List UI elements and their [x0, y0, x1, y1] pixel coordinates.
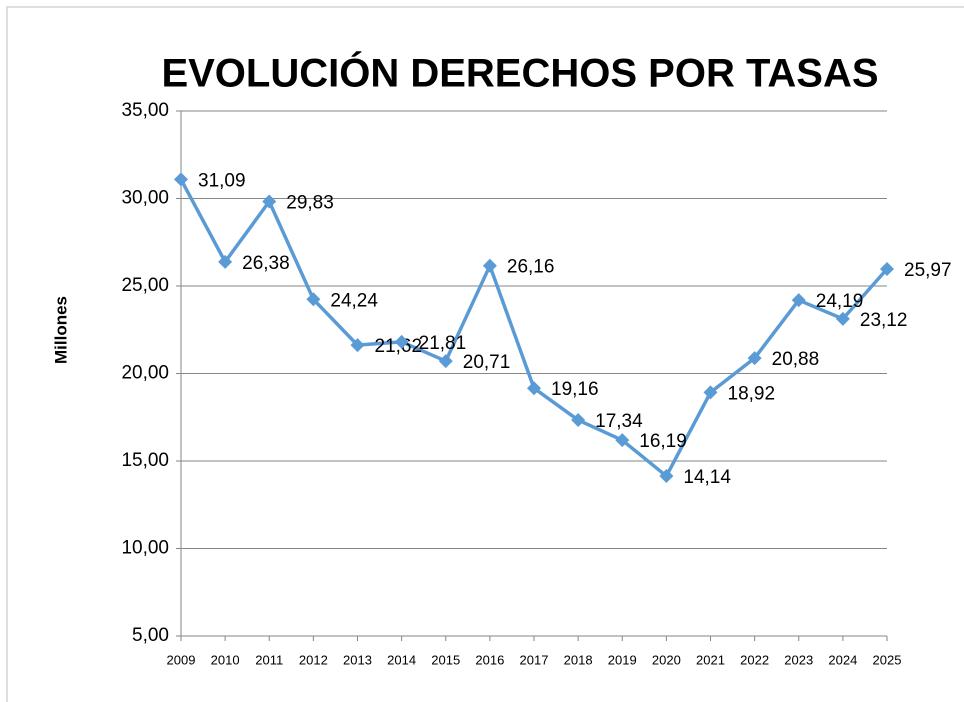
y-tick-label: 5,00 — [132, 625, 169, 646]
y-tick-label: 10,00 — [121, 538, 169, 559]
marker — [571, 413, 586, 428]
y-axis-label: Millones — [51, 296, 70, 364]
y-tick-label: 15,00 — [121, 450, 169, 471]
x-tick-label: 2020 — [652, 652, 681, 667]
chart-border — [6, 6, 964, 702]
y-tick-label: 35,00 — [121, 100, 169, 121]
x-tick-label: 2016 — [475, 652, 504, 667]
x-tick-label: 2010 — [211, 652, 240, 667]
x-tick-label: 2013 — [343, 652, 372, 667]
x-tick-label: 2011 — [255, 652, 283, 667]
line — [179, 178, 889, 478]
marker — [482, 258, 497, 273]
marker — [703, 385, 718, 400]
data-label: 25,97 — [904, 260, 952, 281]
marker — [174, 172, 188, 187]
data-label: 29,83 — [286, 192, 334, 213]
marker — [659, 469, 674, 484]
x-tick-label: 2017 — [520, 652, 549, 667]
x-tick-label: 2021 — [696, 652, 725, 667]
y-tick-label: 20,00 — [121, 363, 169, 384]
data-label: 24,19 — [816, 291, 864, 312]
data-label: 16,19 — [639, 431, 687, 452]
marker — [306, 292, 321, 307]
y-tick-label: 25,00 — [121, 275, 169, 296]
x-tick-label: 2025 — [873, 652, 902, 667]
data-label: 23,12 — [860, 310, 908, 331]
marker — [880, 262, 894, 277]
marker — [394, 334, 409, 349]
x-tick-label: 2024 — [828, 652, 857, 667]
x-tick-label: 2019 — [608, 652, 637, 667]
marker — [438, 354, 453, 369]
data-label: 14,14 — [683, 467, 731, 488]
marker — [350, 338, 365, 353]
marker — [218, 254, 233, 269]
x-tick-label: 2023 — [784, 652, 813, 667]
marker — [791, 293, 806, 308]
data-label: 26,16 — [507, 257, 555, 278]
data-label: 17,34 — [595, 411, 643, 432]
data-label: 31,09 — [198, 170, 246, 191]
x-tick-label: 2014 — [387, 652, 416, 667]
marker — [747, 351, 762, 366]
y-tick-label: 30,00 — [121, 188, 169, 209]
marker — [615, 433, 630, 448]
data-label: 24,24 — [330, 290, 378, 311]
chart-title: EVOLUCIÓN DERECHOS POR TASAS — [161, 50, 878, 96]
x-tick-label: 2018 — [564, 652, 593, 667]
data-label: 20,71 — [463, 352, 511, 373]
data-label: 19,16 — [551, 379, 599, 400]
data-label: 21,81 — [419, 333, 467, 354]
x-tick-label: 2009 — [167, 652, 196, 667]
x-tick-label: 2022 — [740, 652, 769, 667]
x-tick-label: 2012 — [299, 652, 328, 667]
data-label: 18,92 — [728, 383, 776, 404]
x-tick-label: 2015 — [431, 652, 460, 667]
data-label: 21,62 — [375, 336, 423, 357]
marker — [835, 311, 850, 326]
data-label: 26,38 — [242, 253, 290, 274]
data-label: 20,88 — [772, 349, 820, 370]
marker — [262, 194, 277, 209]
marker — [527, 381, 541, 396]
